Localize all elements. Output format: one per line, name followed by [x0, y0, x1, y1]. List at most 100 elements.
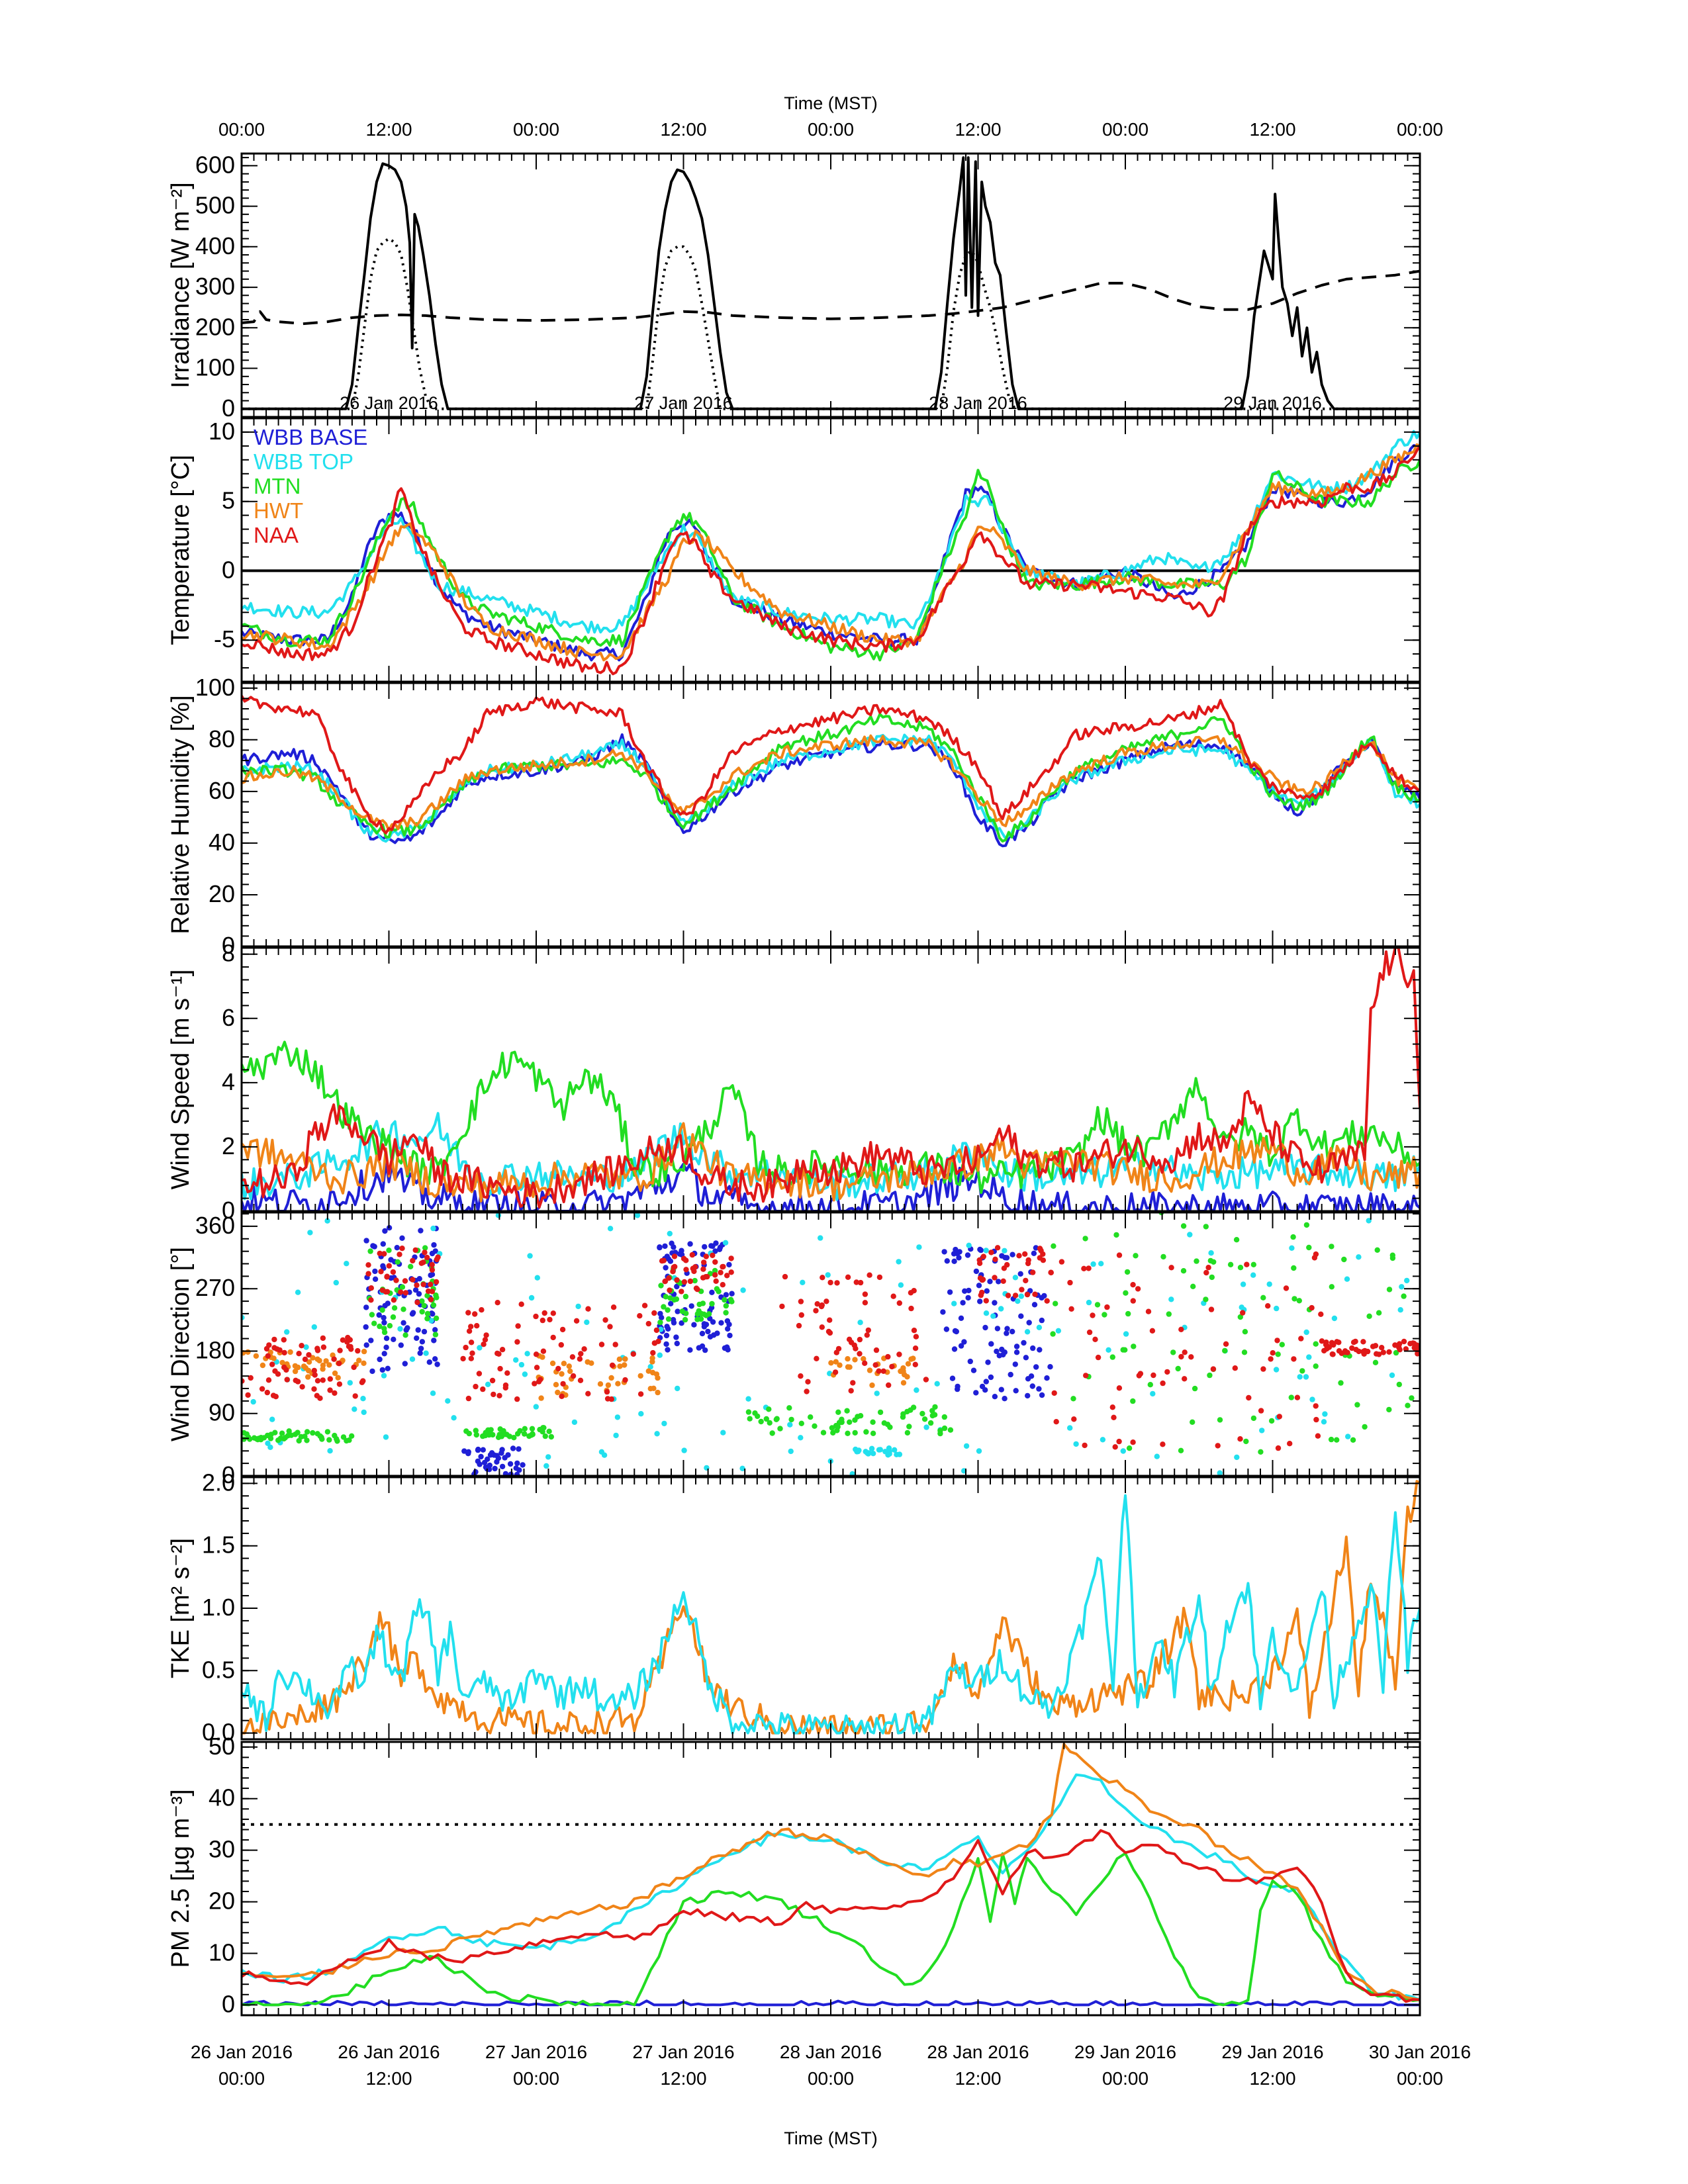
- wind-direction-point: [613, 1432, 619, 1439]
- wind-direction-point: [941, 1249, 947, 1255]
- wind-direction-point: [869, 1382, 875, 1388]
- wind-direction-point: [430, 1225, 436, 1232]
- wind-direction-point: [1190, 1283, 1196, 1290]
- wind-direction-point: [1047, 1364, 1053, 1370]
- wind-direction-point: [682, 1316, 688, 1323]
- wind-direction-point: [900, 1380, 907, 1386]
- wind-direction-point: [1209, 1274, 1215, 1281]
- series-line-hwt: [242, 443, 1420, 662]
- wind-direction-point: [566, 1363, 572, 1369]
- y-tick-label: 40: [209, 1784, 235, 1811]
- wind-direction-point: [369, 1368, 375, 1375]
- wind-direction-point: [923, 1424, 929, 1430]
- wind-direction-point: [1291, 1265, 1297, 1271]
- wind-direction-point: [1015, 1298, 1021, 1304]
- wind-direction-point: [380, 1263, 386, 1269]
- wind-direction-point: [1123, 1331, 1129, 1337]
- wind-direction-point: [977, 1298, 983, 1304]
- y-tick-label: 90: [209, 1399, 235, 1426]
- wind-direction-point: [1207, 1372, 1213, 1379]
- wind-direction-point: [1105, 1347, 1111, 1353]
- wind-direction-point: [492, 1465, 498, 1472]
- wind-direction-point: [1405, 1402, 1411, 1408]
- wind-direction-point: [1217, 1417, 1223, 1423]
- wind-direction-point: [1313, 1341, 1319, 1347]
- wind-direction-point: [417, 1350, 423, 1356]
- wind-direction-point: [516, 1446, 522, 1452]
- bottom-tick-time: 00:00: [808, 2068, 854, 2089]
- wind-direction-point: [663, 1332, 670, 1339]
- series-line-dashed: [242, 269, 1420, 326]
- wind-direction-point: [1112, 1444, 1118, 1450]
- wind-direction-point: [1012, 1293, 1019, 1298]
- wind-direction-point: [391, 1305, 398, 1311]
- wind-direction-point: [1025, 1392, 1031, 1399]
- wind-direction-point: [919, 1410, 925, 1417]
- wind-direction-point: [1374, 1351, 1380, 1357]
- wind-direction-point: [670, 1269, 676, 1275]
- wind-direction-point: [1037, 1255, 1043, 1261]
- wind-direction-point: [709, 1289, 715, 1296]
- wind-direction-point: [473, 1432, 479, 1438]
- wind-direction-point: [416, 1276, 422, 1282]
- wind-direction-point: [1175, 1365, 1181, 1372]
- panel-2-plot-area: [242, 695, 1420, 848]
- y-tick-label: 500: [195, 192, 235, 219]
- wind-direction-point: [1380, 1349, 1386, 1355]
- wind-direction-point: [1334, 1437, 1340, 1443]
- wind-direction-point: [301, 1363, 307, 1369]
- wind-direction-point: [699, 1330, 706, 1337]
- wind-direction-point: [267, 1435, 274, 1441]
- wind-direction-point: [1019, 1287, 1025, 1293]
- wind-direction-point: [1178, 1353, 1184, 1360]
- wind-direction-point: [908, 1356, 914, 1362]
- wind-direction-point: [774, 1416, 780, 1422]
- y-tick-label: 0: [222, 1990, 235, 2017]
- wind-direction-point: [320, 1366, 326, 1372]
- wind-direction-point: [1211, 1259, 1217, 1265]
- wind-direction-point: [419, 1339, 426, 1345]
- wind-direction-point: [553, 1382, 559, 1388]
- wind-direction-point: [682, 1293, 689, 1300]
- wind-direction-point: [934, 1381, 940, 1387]
- wind-direction-point: [691, 1322, 697, 1328]
- series-line-naa: [242, 445, 1420, 676]
- wind-direction-point: [1203, 1297, 1209, 1302]
- wind-direction-point: [674, 1283, 680, 1290]
- wind-direction-point: [1270, 1350, 1276, 1356]
- wind-direction-point: [710, 1243, 716, 1250]
- wind-direction-point: [1026, 1320, 1032, 1326]
- wind-direction-point: [481, 1459, 488, 1466]
- series-line-naa: [242, 695, 1420, 835]
- panel-1-plot-area: [242, 430, 1420, 676]
- wind-direction-point: [1098, 1261, 1104, 1267]
- wind-direction-point: [798, 1312, 805, 1318]
- wind-direction-point: [271, 1336, 277, 1343]
- wind-direction-point: [279, 1430, 285, 1436]
- wind-direction-point: [845, 1356, 851, 1362]
- wind-direction-point: [1389, 1372, 1395, 1379]
- wind-direction-point: [1392, 1342, 1398, 1348]
- y-tick-label: 400: [195, 232, 235, 259]
- wind-direction-point: [1299, 1368, 1305, 1374]
- wind-direction-point: [483, 1332, 489, 1338]
- wind-direction-point: [1030, 1269, 1036, 1275]
- wind-direction-point: [496, 1392, 502, 1398]
- wind-direction-point: [604, 1396, 611, 1402]
- wind-direction-point: [1223, 1341, 1229, 1347]
- wind-direction-point: [622, 1362, 628, 1368]
- wind-direction-point: [478, 1453, 484, 1460]
- wind-direction-point: [689, 1251, 696, 1258]
- wind-direction-point: [555, 1389, 561, 1396]
- wind-direction-point: [966, 1287, 972, 1294]
- wind-direction-point: [1298, 1336, 1304, 1342]
- wind-direction-point: [661, 1257, 667, 1263]
- wind-direction-point: [361, 1348, 367, 1355]
- wind-direction-point: [428, 1297, 434, 1302]
- wind-direction-point: [967, 1358, 974, 1365]
- y-tick-label: 10: [209, 1939, 235, 1966]
- wind-direction-point: [1024, 1291, 1031, 1298]
- wind-direction-point: [569, 1354, 576, 1360]
- wind-direction-point: [847, 1419, 853, 1425]
- wind-direction-point: [758, 1418, 764, 1425]
